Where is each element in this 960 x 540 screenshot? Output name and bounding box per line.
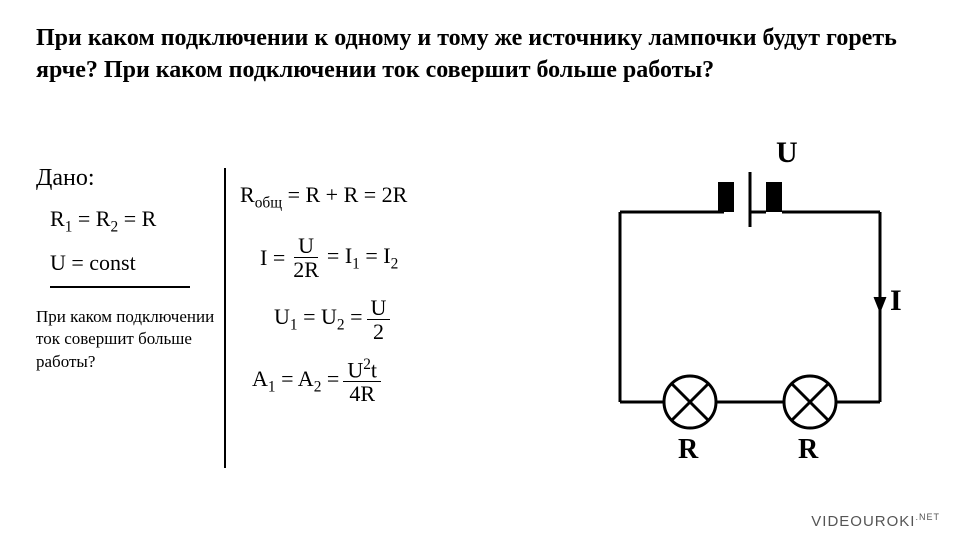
- given-eq-2: U = const: [50, 250, 236, 276]
- given-eq-1: R1 = R2 = R: [50, 206, 236, 236]
- eq-work: A1 = A2 = U2t 4R: [252, 357, 407, 406]
- eq-current: I = U 2R = I1 = I2: [260, 234, 407, 281]
- label-u: U: [776, 136, 798, 170]
- eq-voltage: U1 = U2 = U 2: [274, 296, 407, 343]
- watermark: VIDEOUROKI.NET: [811, 512, 940, 530]
- given-divider: [50, 286, 190, 288]
- label-r-2: R: [798, 434, 818, 466]
- label-r-1: R: [678, 434, 698, 466]
- label-i: I: [890, 284, 902, 318]
- vertical-divider: [224, 168, 226, 468]
- sub-question: При каком подключении ток совершит больш…: [36, 306, 236, 372]
- given-label: Дано:: [36, 165, 236, 192]
- circuit-diagram: U I R R: [590, 142, 910, 462]
- given-block: Дано: R1 = R2 = R U = const При каком по…: [36, 165, 236, 373]
- problem-title: При каком подключении к одному и тому же…: [36, 22, 924, 87]
- solution-block: Rобщ = R + R = 2R I = U 2R = I1 = I2 U1 …: [240, 182, 407, 417]
- eq-r-total: Rобщ = R + R = 2R: [240, 182, 407, 212]
